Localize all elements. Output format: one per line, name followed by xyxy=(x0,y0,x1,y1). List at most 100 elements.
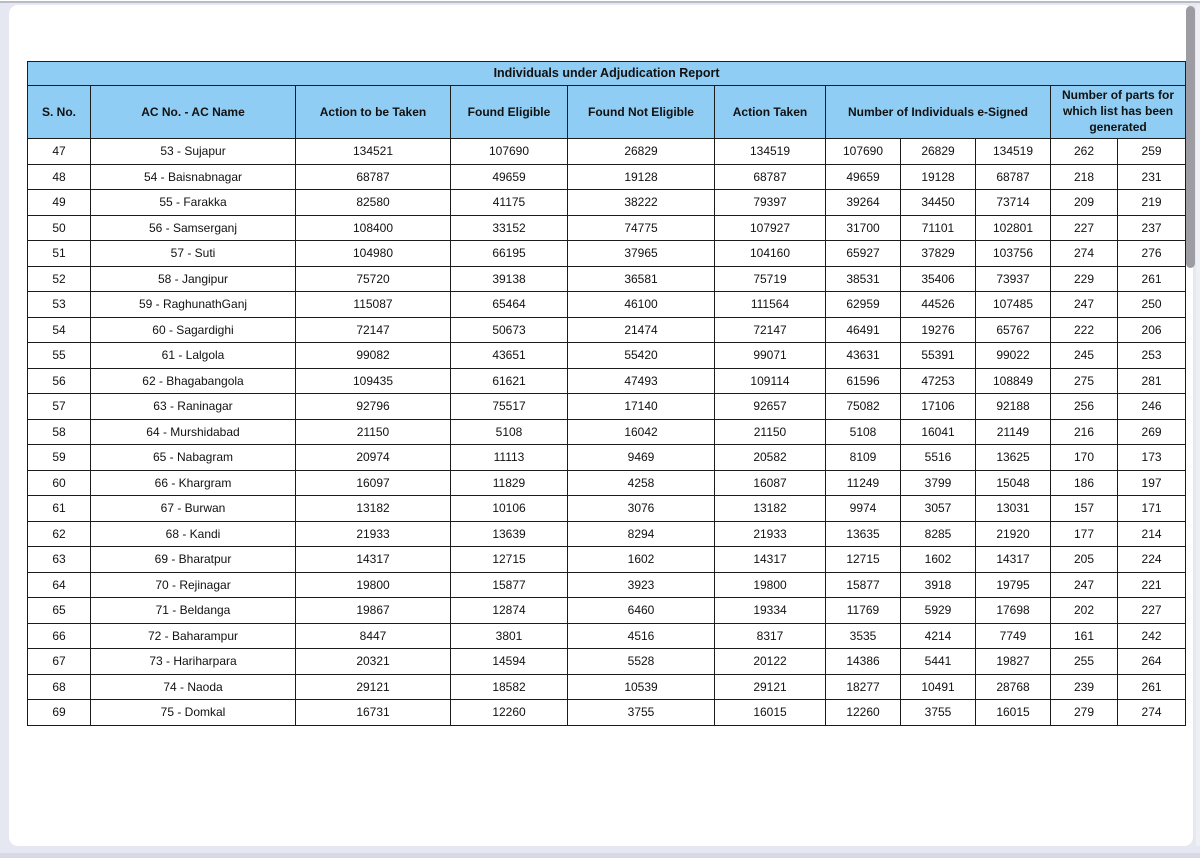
col-header-esigned-group: Number of Individuals e-Signed xyxy=(825,84,1051,139)
cell-action-taken: 13182 xyxy=(714,495,826,522)
cell-esigned-3: 19827 xyxy=(975,648,1051,675)
cell-action-to-be-taken: 19800 xyxy=(295,571,451,598)
cell-found-not-eligible: 4258 xyxy=(567,469,715,496)
cell-found-not-eligible: 55420 xyxy=(567,342,715,369)
cell-parts-1: 274 xyxy=(1050,240,1118,267)
cell-esigned-3: 17698 xyxy=(975,597,1051,624)
cell-esigned-3: 16015 xyxy=(975,699,1051,726)
cell-action-to-be-taken: 82580 xyxy=(295,189,451,216)
cell-sno: 68 xyxy=(27,673,91,700)
cell-parts-2: 221 xyxy=(1116,571,1187,598)
cell-sno: 49 xyxy=(27,189,91,216)
table-row: 48 54 - Baisnabnagar 68787 49659 19128 68787 4… xyxy=(27,163,1187,190)
cell-parts-1: 239 xyxy=(1050,673,1118,700)
cell-esigned-2: 35406 xyxy=(900,265,976,292)
table-row: 60 66 - Khargram 16097 11829 4258 16087 11249 3… xyxy=(27,469,1187,496)
cell-sno: 47 xyxy=(27,138,91,165)
cell-found-eligible: 49659 xyxy=(450,163,568,190)
cell-action-to-be-taken: 16097 xyxy=(295,469,451,496)
cell-ac-name: 58 - Jangipur xyxy=(90,265,296,292)
cell-esigned-1: 46491 xyxy=(825,316,901,343)
cell-parts-2: 171 xyxy=(1116,495,1187,522)
cell-found-not-eligible: 3755 xyxy=(567,699,715,726)
cell-action-to-be-taken: 92796 xyxy=(295,393,451,420)
report-page: Individuals under Adjudication Report S.… xyxy=(9,5,1193,846)
cell-sno: 50 xyxy=(27,214,91,241)
cell-action-to-be-taken: 20321 xyxy=(295,648,451,675)
cell-found-not-eligible: 10539 xyxy=(567,673,715,700)
cell-sno: 57 xyxy=(27,393,91,420)
cell-parts-2: 227 xyxy=(1116,597,1187,624)
cell-parts-1: 227 xyxy=(1050,214,1118,241)
cell-found-not-eligible: 3923 xyxy=(567,571,715,598)
table-row: 47 53 - Sujapur 134521 107690 26829 134519 107… xyxy=(27,138,1187,165)
cell-found-eligible: 15877 xyxy=(450,571,568,598)
cell-esigned-2: 71101 xyxy=(900,214,976,241)
cell-action-taken: 21150 xyxy=(714,418,826,445)
cell-action-to-be-taken: 29121 xyxy=(295,673,451,700)
cell-esigned-2: 37829 xyxy=(900,240,976,267)
cell-ac-name: 75 - Domkal xyxy=(90,699,296,726)
cell-action-taken: 72147 xyxy=(714,316,826,343)
cell-action-taken: 19334 xyxy=(714,597,826,624)
cell-action-taken: 75719 xyxy=(714,265,826,292)
cell-found-eligible: 65464 xyxy=(450,291,568,318)
cell-found-not-eligible: 36581 xyxy=(567,265,715,292)
cell-esigned-3: 65767 xyxy=(975,316,1051,343)
table-row: 65 71 - Beldanga 19867 12874 6460 19334 11769 5… xyxy=(27,597,1187,624)
scrollbar-thumb[interactable] xyxy=(1186,6,1195,268)
cell-esigned-3: 15048 xyxy=(975,469,1051,496)
cell-action-taken: 20582 xyxy=(714,444,826,471)
cell-esigned-2: 55391 xyxy=(900,342,976,369)
cell-found-not-eligible: 74775 xyxy=(567,214,715,241)
cell-sno: 48 xyxy=(27,163,91,190)
cell-action-to-be-taken: 19867 xyxy=(295,597,451,624)
table-row: 66 72 - Baharampur 8447 3801 4516 8317 3535 421… xyxy=(27,622,1187,649)
cell-parts-1: 279 xyxy=(1050,699,1118,726)
cell-esigned-1: 15877 xyxy=(825,571,901,598)
cell-esigned-1: 61596 xyxy=(825,367,901,394)
cell-esigned-1: 31700 xyxy=(825,214,901,241)
cell-esigned-1: 62959 xyxy=(825,291,901,318)
cell-ac-name: 70 - Rejinagar xyxy=(90,571,296,598)
cell-found-not-eligible: 46100 xyxy=(567,291,715,318)
cell-esigned-1: 5108 xyxy=(825,418,901,445)
cell-found-not-eligible: 38222 xyxy=(567,189,715,216)
cell-esigned-1: 14386 xyxy=(825,648,901,675)
cell-parts-1: 255 xyxy=(1050,648,1118,675)
cell-esigned-2: 17106 xyxy=(900,393,976,420)
cell-found-not-eligible: 26829 xyxy=(567,138,715,165)
cell-esigned-3: 103756 xyxy=(975,240,1051,267)
cell-parts-1: 229 xyxy=(1050,265,1118,292)
cell-action-taken: 29121 xyxy=(714,673,826,700)
col-header-found-eligible: Found Eligible xyxy=(450,84,568,139)
cell-action-taken: 92657 xyxy=(714,393,826,420)
cell-action-taken: 79397 xyxy=(714,189,826,216)
cell-parts-1: 245 xyxy=(1050,342,1118,369)
table-title-row: Individuals under Adjudication Report xyxy=(26,61,1187,86)
cell-esigned-3: 134519 xyxy=(975,138,1051,165)
cell-found-not-eligible: 19128 xyxy=(567,163,715,190)
table-row: 63 69 - Bharatpur 14317 12715 1602 14317 12715… xyxy=(27,546,1187,573)
cell-parts-2: 250 xyxy=(1116,291,1187,318)
cell-esigned-3: 73714 xyxy=(975,189,1051,216)
cell-action-to-be-taken: 20974 xyxy=(295,444,451,471)
cell-esigned-3: 7749 xyxy=(975,622,1051,649)
cell-esigned-2: 16041 xyxy=(900,418,976,445)
cell-found-eligible: 12715 xyxy=(450,546,568,573)
cell-ac-name: 53 - Sujapur xyxy=(90,138,296,165)
cell-found-not-eligible: 1602 xyxy=(567,546,715,573)
cell-parts-2: 214 xyxy=(1116,520,1187,547)
cell-esigned-2: 19128 xyxy=(900,163,976,190)
cell-found-not-eligible: 17140 xyxy=(567,393,715,420)
cell-parts-2: 173 xyxy=(1116,444,1187,471)
cell-sno: 52 xyxy=(27,265,91,292)
cell-sno: 65 xyxy=(27,597,91,624)
cell-action-to-be-taken: 68787 xyxy=(295,163,451,190)
cell-esigned-2: 47253 xyxy=(900,367,976,394)
table-header-row: S. No. AC No. - AC Name Action to be Tak… xyxy=(27,84,1187,139)
cell-found-not-eligible: 3076 xyxy=(567,495,715,522)
cell-found-not-eligible: 16042 xyxy=(567,418,715,445)
cell-action-taken: 14317 xyxy=(714,546,826,573)
table-row: 58 64 - Murshidabad 21150 5108 16042 21150 510… xyxy=(27,418,1187,445)
